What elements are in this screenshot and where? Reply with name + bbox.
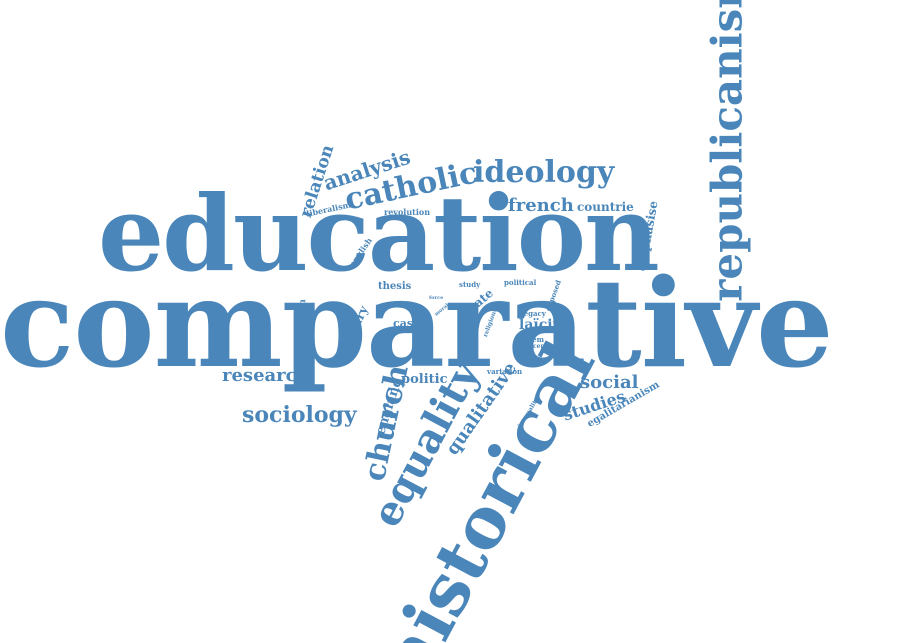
word-case: case xyxy=(393,317,421,330)
word-variation: variation xyxy=(487,367,523,376)
word-comparative: comparative xyxy=(0,251,834,395)
word-system: system xyxy=(517,335,545,344)
word-thesis: thesis xyxy=(378,281,412,292)
word-republicanism: republicanism xyxy=(702,0,752,302)
word-countrie: countrie xyxy=(577,200,634,214)
word-ideology: ideology xyxy=(473,155,615,190)
word-revolution: revolution xyxy=(384,207,431,217)
word-social: social xyxy=(580,372,639,393)
word-force: force xyxy=(429,295,444,301)
word-sociology: sociology xyxy=(242,402,357,428)
word-concept: concept xyxy=(521,343,548,350)
word-politic: politic xyxy=(401,372,448,387)
word-french: french xyxy=(508,195,574,216)
word-political: political xyxy=(504,278,537,287)
word-education: education xyxy=(98,172,660,295)
word-laicite: laïcité xyxy=(519,317,568,333)
word-study: study xyxy=(459,280,481,289)
word-research: research xyxy=(222,365,310,386)
word-legacy: legacy xyxy=(521,309,546,318)
